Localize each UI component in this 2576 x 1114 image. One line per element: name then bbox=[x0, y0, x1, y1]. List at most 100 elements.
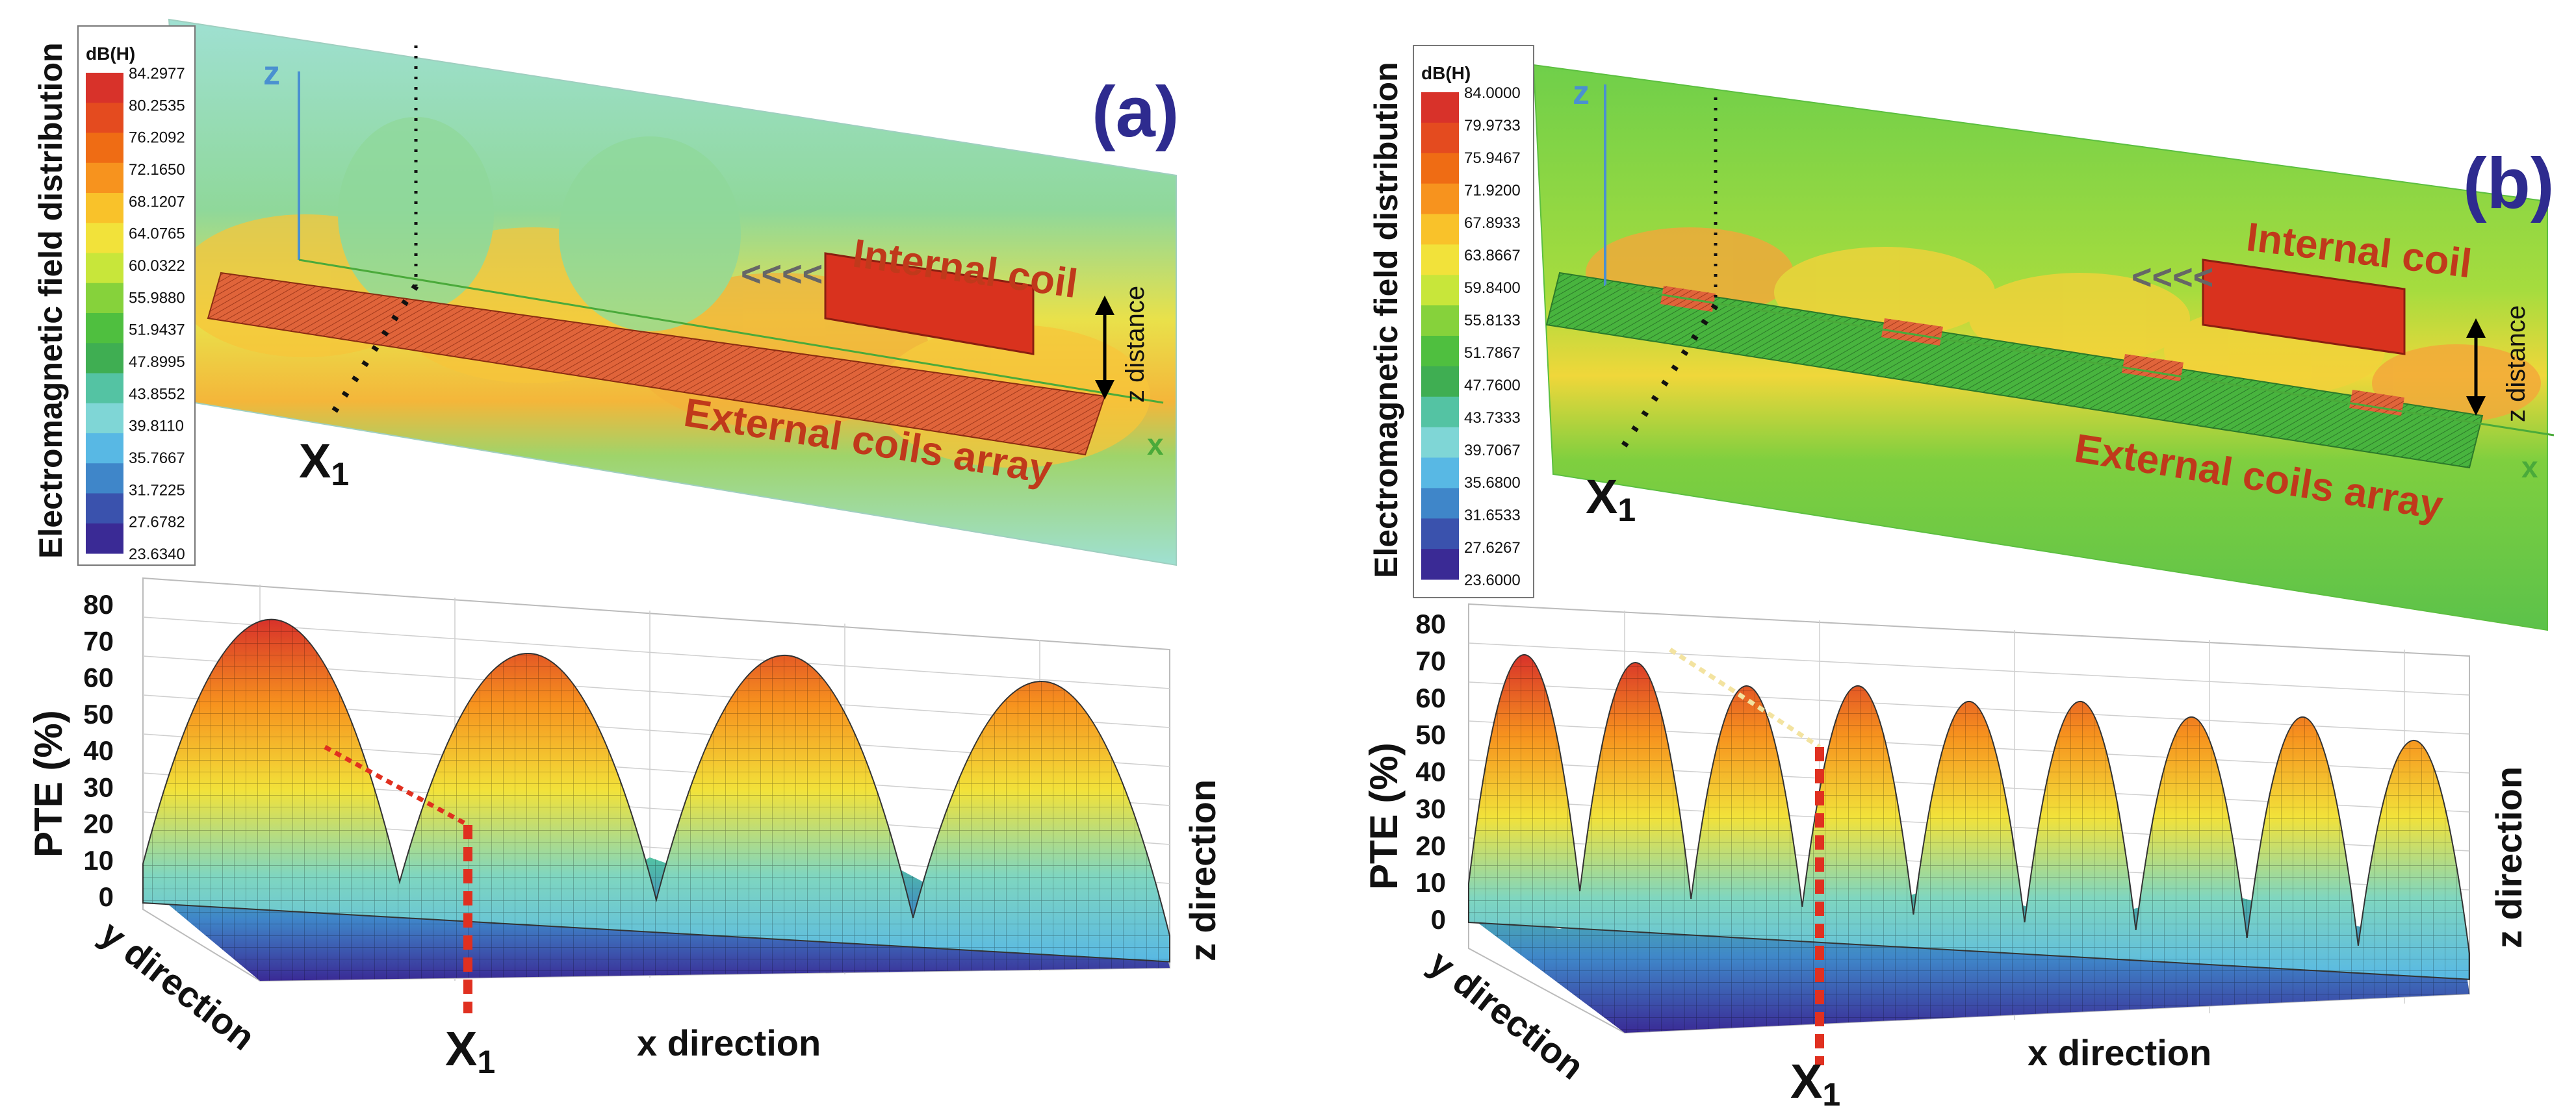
x-axis-a bbox=[298, 259, 1164, 404]
axis-x-label-b: x bbox=[2521, 450, 2538, 484]
x1-label-a: X1 bbox=[299, 434, 349, 492]
colorbar-tick-label: 23.6340 bbox=[129, 546, 185, 563]
pte-tick-label: 20 bbox=[83, 809, 114, 839]
pte-tick-label: 0 bbox=[99, 881, 114, 912]
colorbar-swatch bbox=[1421, 275, 1459, 306]
colorbar-swatch bbox=[1421, 518, 1459, 550]
colorbar-tick-label: 47.8995 bbox=[129, 353, 185, 371]
colorbar-swatch bbox=[86, 253, 123, 284]
colorbar-tick-label: 39.7067 bbox=[1464, 442, 1521, 459]
colorbar-tick-label: 59.8400 bbox=[1464, 279, 1521, 297]
colorbar-swatch bbox=[1421, 488, 1459, 519]
colorbar-swatch bbox=[86, 133, 123, 164]
colorbar-tick-label: 68.1207 bbox=[129, 193, 185, 210]
pte-tick-label: 60 bbox=[83, 663, 114, 693]
colorbar-swatch bbox=[86, 162, 123, 194]
colorbar-swatch bbox=[1421, 305, 1459, 336]
colorbar-tick-label: 23.6000 bbox=[1464, 572, 1521, 589]
colorbar-title-b: dB(H) bbox=[1421, 63, 1471, 83]
pte-tick-label: 70 bbox=[83, 626, 114, 656]
colorbar-tick-label: 79.9733 bbox=[1464, 117, 1521, 134]
pte-tick-label: 80 bbox=[83, 589, 114, 620]
colorbar-swatch bbox=[1421, 396, 1459, 428]
colorbar-tick-label: 43.8552 bbox=[129, 385, 185, 403]
internal-coil-b bbox=[2202, 259, 2406, 355]
panel-a: z x z distance Internal coil External co… bbox=[27, 18, 1223, 1080]
colorbar-swatch bbox=[1421, 92, 1459, 123]
colorbar-swatch bbox=[86, 313, 123, 344]
x-direction-label-b: x direction bbox=[2028, 1032, 2211, 1073]
z-direction-label-b: z direction bbox=[2488, 766, 2529, 948]
pte-tick-label: 50 bbox=[83, 699, 114, 729]
panel-b: z x z distance Internal coil External co… bbox=[1362, 45, 2554, 1113]
colorbar-tick-label: 80.2535 bbox=[129, 97, 185, 114]
colorbar-swatches-a bbox=[86, 73, 123, 554]
colorbar-tick-label: 27.6267 bbox=[1464, 539, 1521, 557]
colorbar-tick-label: 31.6533 bbox=[1464, 507, 1521, 524]
colorbar-tick-label: 31.7225 bbox=[129, 481, 185, 499]
colorbar-swatch bbox=[1421, 457, 1459, 488]
colorbar-swatch bbox=[86, 283, 123, 314]
colorbar-swatch bbox=[1421, 214, 1459, 245]
pte-ticks-a: 80 70 60 50 40 30 20 10 0 bbox=[83, 589, 114, 912]
colorbar-tick-label: 67.8933 bbox=[1464, 214, 1521, 232]
pte-tick-label: 10 bbox=[1415, 867, 1446, 898]
pte-tick-label: 60 bbox=[1415, 683, 1446, 713]
pte-tick-label: 10 bbox=[83, 845, 114, 876]
colorbar-swatch bbox=[86, 223, 123, 253]
pte-tick-label: 50 bbox=[1415, 720, 1446, 750]
colorbar-tick-label: 75.9467 bbox=[1464, 149, 1521, 167]
colorbar-tick-label: 55.8133 bbox=[1464, 312, 1521, 329]
colorbar-swatch bbox=[86, 343, 123, 373]
x-axis-b bbox=[1604, 285, 2555, 437]
panel-label-b: (b) bbox=[2463, 144, 2554, 223]
pte-ylabel-b: PTE (%) bbox=[1362, 742, 1406, 890]
field-axis-label-a: Electromagnetic field distribution bbox=[32, 42, 69, 559]
axis-x-label-a: x bbox=[1147, 427, 1164, 461]
z-direction-label-a: z direction bbox=[1182, 779, 1223, 961]
colorbar-swatch bbox=[1421, 366, 1459, 398]
colorbar-tick-label: 60.0322 bbox=[129, 257, 185, 275]
x1-label-b: X1 bbox=[1586, 470, 1636, 528]
colorbar-ticks-a: 84.2977 80.2535 76.2092 72.1650 68.1207 64.07… bbox=[129, 65, 185, 563]
colorbar-tick-label: 27.6782 bbox=[129, 514, 185, 531]
axis-z-label-a: z bbox=[263, 55, 280, 92]
pte-tick-label: 20 bbox=[1415, 830, 1446, 861]
colorbar-swatch bbox=[86, 493, 123, 524]
colorbar-tick-label: 55.9880 bbox=[129, 289, 185, 307]
pte-tick-label: 40 bbox=[83, 735, 114, 766]
z-distance-arrowheads-b bbox=[2466, 318, 2486, 416]
colorbar-tick-label: 63.8667 bbox=[1464, 247, 1521, 264]
colorbar-swatch bbox=[1421, 549, 1459, 580]
pte-tick-label: 40 bbox=[1415, 757, 1446, 787]
z-distance-label-b: z distance bbox=[2502, 305, 2531, 422]
colorbar-tick-label: 84.2977 bbox=[129, 65, 185, 82]
colorbar-tick-label: 71.9200 bbox=[1464, 182, 1521, 199]
colorbar-tick-label: 76.2092 bbox=[129, 129, 185, 147]
colorbar-swatch bbox=[86, 373, 123, 404]
x1-dotted-diag-b bbox=[1615, 303, 1719, 457]
arrow-glyphs-a: <<<< bbox=[741, 255, 823, 294]
colorbar-swatch bbox=[86, 103, 123, 133]
pte-tick-label: 30 bbox=[83, 772, 114, 802]
x1-marker-diag-a bbox=[324, 744, 469, 828]
colorbar-tick-label: 43.7333 bbox=[1464, 409, 1521, 427]
colorbar-tick-label: 51.7867 bbox=[1464, 344, 1521, 362]
colorbar-tick-label: 84.0000 bbox=[1464, 84, 1521, 102]
colorbar-swatch bbox=[86, 193, 123, 223]
colorbar-swatch bbox=[86, 523, 123, 554]
internal-coil-a bbox=[824, 252, 1035, 355]
z-distance-label-a: z distance bbox=[1121, 286, 1150, 403]
pte-tick-label: 80 bbox=[1415, 609, 1446, 639]
pte-tick-label: 0 bbox=[1431, 904, 1446, 935]
x-direction-label-a: x direction bbox=[637, 1022, 821, 1063]
colorbar-swatch bbox=[1421, 427, 1459, 458]
pte-tick-label: 70 bbox=[1415, 646, 1446, 676]
x1-dotted-diag-a bbox=[328, 284, 419, 418]
panel-label-a: (a) bbox=[1092, 72, 1179, 152]
bottom-x1-label-a: X1 bbox=[445, 1022, 495, 1080]
colorbar-swatch bbox=[1421, 244, 1459, 275]
